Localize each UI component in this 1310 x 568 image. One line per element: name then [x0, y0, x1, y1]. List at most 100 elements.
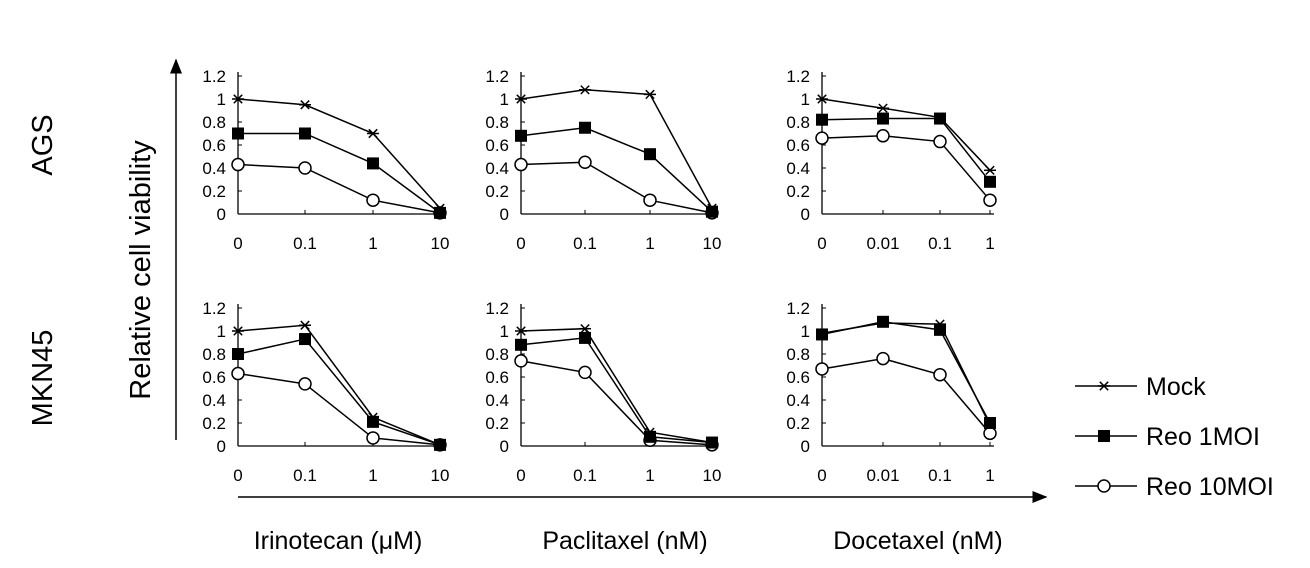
- x-axis-title-irinotecan: Irinotecan (μM): [254, 527, 423, 555]
- y-tick-label: 0.2: [202, 414, 226, 433]
- y-tick-label: 1.2: [786, 67, 810, 86]
- x-tick-label: 10: [703, 466, 722, 485]
- data-point: [514, 157, 528, 172]
- y-tick-label: 0.8: [786, 345, 810, 364]
- y-tick-label: 1: [217, 322, 226, 341]
- y-tick-label: 0.2: [786, 414, 810, 433]
- data-point: [876, 351, 890, 366]
- row-label-mkn45: MKN45: [27, 330, 59, 427]
- data-point: [367, 157, 379, 170]
- legend-marker: [1097, 479, 1111, 493]
- y-tick-label: 0.6: [485, 368, 509, 387]
- data-point: [706, 203, 718, 213]
- data-point: [706, 437, 718, 448]
- y-tick-label: 0.4: [485, 391, 509, 410]
- data-point: [644, 430, 656, 443]
- x-tick-label: 0: [817, 466, 826, 485]
- data-point: [299, 320, 311, 330]
- series-reo-1moi: [816, 112, 996, 188]
- series-line: [821, 117, 991, 183]
- series-mock: [816, 318, 996, 431]
- data-point: [434, 206, 446, 219]
- series-mock: [816, 94, 996, 176]
- y-tick-label: 1.2: [786, 299, 810, 318]
- series-line: [237, 338, 441, 446]
- series-line: [237, 324, 441, 446]
- data-point: [816, 113, 828, 126]
- data-point: [299, 100, 311, 110]
- y-tick-label: 1.2: [485, 299, 509, 318]
- data-point: [877, 318, 889, 328]
- series-line: [237, 163, 441, 214]
- data-point: [644, 89, 656, 100]
- y-tick-label: 0.2: [485, 414, 509, 433]
- x-tick-label: 0: [233, 466, 242, 485]
- x-tick-label: 0.1: [573, 466, 597, 485]
- y-tick-label: 0: [500, 205, 509, 224]
- x-tick-label: 0: [817, 234, 826, 253]
- panel-ags-irinotecan: 0 0.2 0.4 0.6 0.8 1 1.2 0 0.1 1 10: [202, 67, 449, 253]
- data-point: [644, 148, 656, 161]
- y-tick-label: 0.4: [202, 159, 226, 178]
- x-tick-label: 0.01: [866, 234, 899, 253]
- y-tick-label: 0: [500, 437, 509, 456]
- data-point: [877, 315, 889, 328]
- y-tick-label: 1: [500, 322, 509, 341]
- y-tick-label: 0.8: [485, 345, 509, 364]
- data-point: [515, 338, 527, 351]
- y-tick-label: 0.6: [485, 136, 509, 155]
- y-tick-label: 0.4: [786, 391, 810, 410]
- series-reo-1moi: [816, 315, 996, 429]
- series-reo-10moi: [514, 155, 719, 220]
- data-point: [367, 412, 379, 422]
- data-point: [643, 193, 657, 207]
- legend-item-reo-10moi: Reo 10MOI: [1075, 473, 1274, 501]
- x-tick-label: 1: [645, 466, 654, 485]
- x-tick-label: 0: [516, 234, 525, 253]
- series-reo-1moi: [515, 121, 718, 218]
- series-reo-10moi: [231, 157, 447, 220]
- y-tick-label: 1.2: [485, 67, 509, 86]
- data-point: [933, 367, 947, 382]
- series-reo-1moi: [232, 127, 446, 219]
- y-tick-label: 0: [801, 205, 810, 224]
- x-tick-label: 0.1: [928, 466, 952, 485]
- series-line: [520, 161, 713, 214]
- data-point: [515, 129, 527, 142]
- y-tick-label: 0.2: [202, 182, 226, 201]
- y-tick-label: 1: [217, 90, 226, 109]
- y-tick-label: 0.4: [485, 159, 509, 178]
- x-tick-label: 1: [985, 234, 994, 253]
- series-line: [520, 337, 713, 444]
- x-axis-title-docetaxel: Docetaxel (nM): [833, 527, 1003, 555]
- data-point: [984, 175, 996, 188]
- series-mock: [515, 323, 718, 448]
- y-tick-label: 0.2: [786, 182, 810, 201]
- data-point: [983, 193, 997, 207]
- y-tick-label: 1.2: [202, 299, 226, 318]
- series-reo-1moi: [515, 331, 718, 449]
- data-point: [984, 420, 996, 431]
- legend-item-mock: Mock: [1075, 373, 1206, 401]
- legend-label: Mock: [1146, 373, 1206, 401]
- series-line: [520, 327, 713, 444]
- panel-mkn45-irinotecan: 0 0.2 0.4 0.6 0.8 1 1.2 0 0.1 1 10: [202, 299, 449, 485]
- y-tick-label: 0.8: [485, 113, 509, 132]
- data-point: [366, 193, 380, 207]
- legend-label: Reo 1MOI: [1146, 423, 1260, 451]
- data-point: [877, 103, 889, 113]
- series-line: [821, 98, 991, 171]
- x-tick-label: 0.1: [928, 234, 952, 253]
- y-tick-label: 0: [217, 205, 226, 224]
- data-point: [578, 365, 592, 380]
- series-line: [238, 132, 441, 214]
- x-tick-label: 10: [703, 234, 722, 253]
- panel-mkn45-docetaxel: 0 0.2 0.4 0.6 0.8 1 1.2 0 0.01 0.1 1: [786, 299, 997, 485]
- x-tick-label: 0: [233, 234, 242, 253]
- data-point: [367, 128, 379, 139]
- x-tick-label: 0.01: [866, 466, 899, 485]
- data-point: [366, 431, 380, 445]
- data-point: [579, 85, 591, 95]
- y-tick-label: 0.6: [202, 368, 226, 387]
- series-reo-10moi: [514, 354, 719, 452]
